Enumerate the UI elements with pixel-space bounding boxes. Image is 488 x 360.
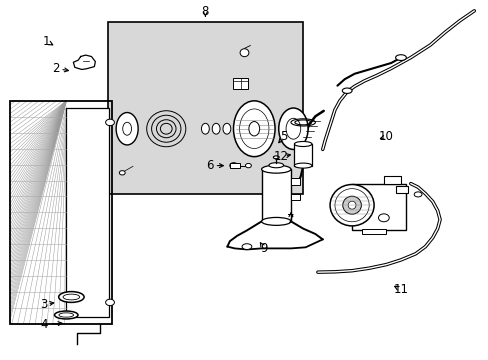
Ellipse shape xyxy=(229,163,237,168)
Text: 12: 12 xyxy=(273,150,288,163)
Ellipse shape xyxy=(59,313,73,317)
Ellipse shape xyxy=(63,294,80,300)
Ellipse shape xyxy=(116,113,138,145)
Bar xyxy=(66,108,109,317)
Ellipse shape xyxy=(233,101,274,157)
Text: 2: 2 xyxy=(52,62,60,75)
Text: 3: 3 xyxy=(40,298,48,311)
Ellipse shape xyxy=(201,123,209,134)
Ellipse shape xyxy=(105,299,114,306)
Text: 11: 11 xyxy=(393,283,407,296)
Ellipse shape xyxy=(55,311,78,319)
Bar xyxy=(361,229,386,234)
Ellipse shape xyxy=(334,189,368,222)
Ellipse shape xyxy=(223,123,230,134)
Text: 9: 9 xyxy=(260,242,267,255)
Bar xyxy=(229,163,239,168)
Text: 8: 8 xyxy=(201,5,209,18)
Bar xyxy=(261,169,290,221)
Ellipse shape xyxy=(342,196,361,214)
Ellipse shape xyxy=(278,108,307,149)
Text: 4: 4 xyxy=(40,318,48,331)
Bar xyxy=(290,194,299,200)
Ellipse shape xyxy=(395,55,406,60)
Ellipse shape xyxy=(242,244,251,249)
Ellipse shape xyxy=(261,165,290,173)
Text: 7: 7 xyxy=(286,213,294,226)
Text: 6: 6 xyxy=(206,159,214,172)
Ellipse shape xyxy=(273,156,279,159)
Text: 10: 10 xyxy=(378,130,393,143)
Ellipse shape xyxy=(413,192,421,197)
Bar xyxy=(383,176,400,184)
Text: 5: 5 xyxy=(279,130,287,143)
Bar xyxy=(395,186,407,193)
Bar xyxy=(294,144,311,166)
Ellipse shape xyxy=(268,163,283,168)
Ellipse shape xyxy=(59,292,84,302)
Bar xyxy=(107,22,303,194)
Bar xyxy=(351,184,405,230)
Ellipse shape xyxy=(119,171,125,175)
Ellipse shape xyxy=(105,119,114,126)
Text: 1: 1 xyxy=(42,35,50,48)
Ellipse shape xyxy=(248,122,259,136)
Ellipse shape xyxy=(239,109,268,149)
Ellipse shape xyxy=(285,118,300,139)
Ellipse shape xyxy=(237,125,244,133)
Ellipse shape xyxy=(329,184,373,226)
Bar xyxy=(233,78,247,89)
Ellipse shape xyxy=(122,122,131,135)
Bar xyxy=(290,178,299,185)
Ellipse shape xyxy=(378,214,388,222)
Ellipse shape xyxy=(294,141,311,147)
Ellipse shape xyxy=(240,49,248,57)
Ellipse shape xyxy=(212,123,220,134)
Bar xyxy=(10,101,112,324)
Ellipse shape xyxy=(261,217,290,225)
Ellipse shape xyxy=(342,88,351,94)
Bar xyxy=(10,101,66,324)
Ellipse shape xyxy=(245,163,251,168)
Ellipse shape xyxy=(347,201,355,209)
Ellipse shape xyxy=(294,163,311,168)
